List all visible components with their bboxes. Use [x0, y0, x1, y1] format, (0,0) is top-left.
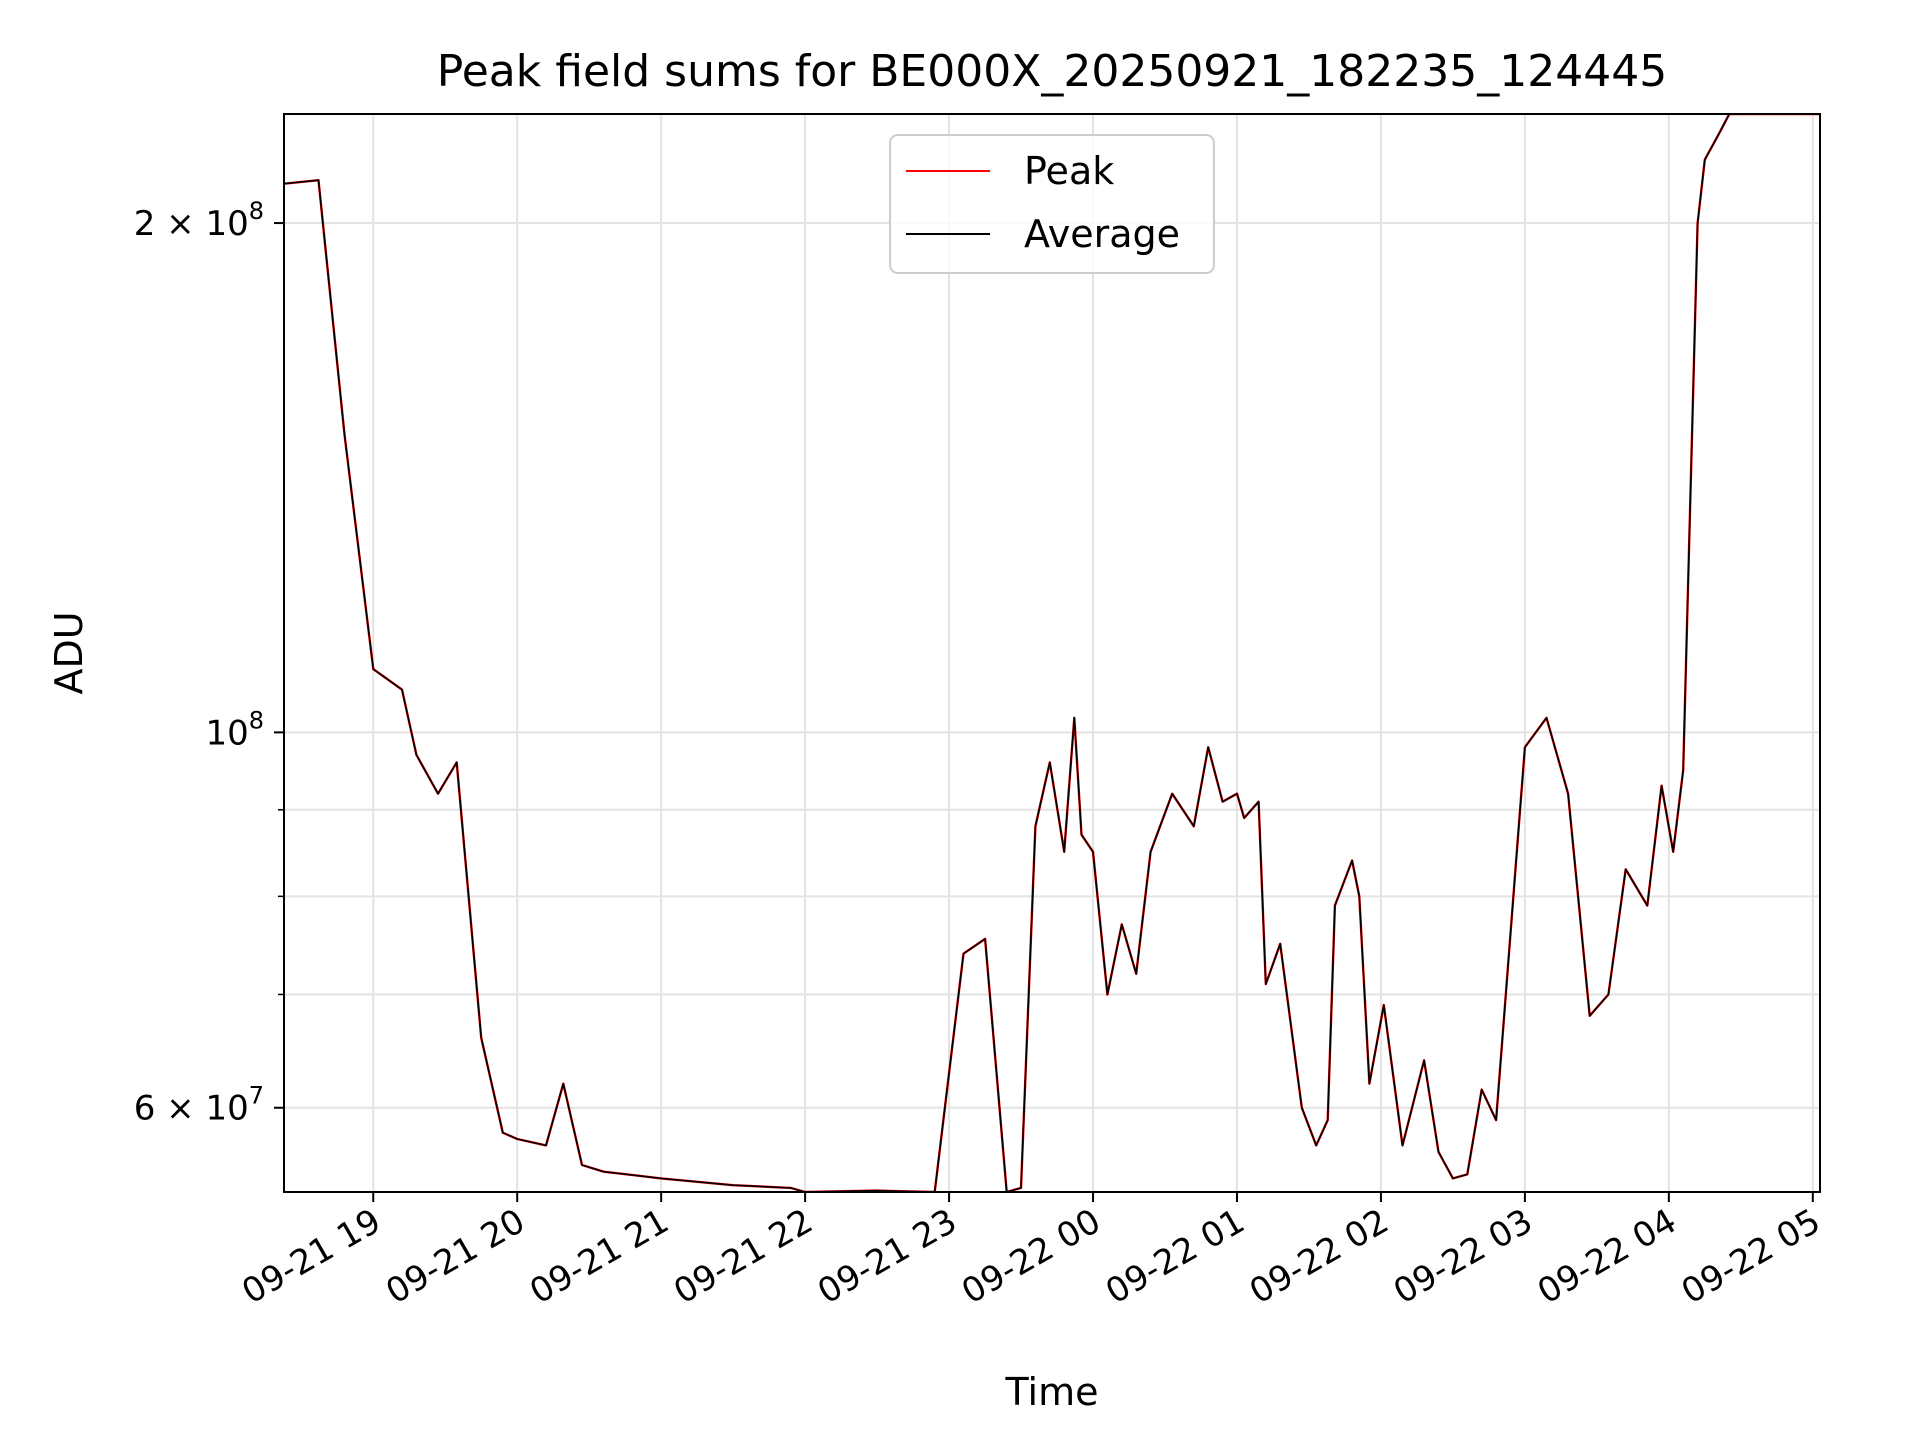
x-axis-label: Time [1005, 1370, 1099, 1414]
y-tick-label: 108 [205, 706, 264, 753]
legend-box [889, 134, 1215, 274]
y-tick-base: 10 [205, 713, 248, 753]
legend: Peak Average [889, 134, 1215, 274]
y-tick-exponent: 7 [249, 1082, 264, 1110]
series-line-average [284, 114, 1820, 1192]
series-layer [284, 114, 1820, 1192]
y-axis-label: ADU [47, 611, 91, 694]
chart-title: Peak field sums for BE000X_20250921_1822… [437, 46, 1667, 97]
y-tick-exponent: 8 [249, 706, 264, 734]
y-tick-base: 2 × 10 [134, 204, 249, 244]
y-tick-base: 6 × 10 [134, 1089, 249, 1129]
plot-frame [283, 113, 1821, 1193]
legend-label-average: Average [1024, 212, 1180, 256]
y-tick-label: 6 × 107 [134, 1082, 264, 1129]
y-tick-label: 2 × 108 [134, 197, 264, 244]
plot-area [284, 114, 1820, 1192]
y-tick-exponent: 8 [249, 197, 264, 225]
legend-label-peak: Peak [1024, 149, 1114, 193]
